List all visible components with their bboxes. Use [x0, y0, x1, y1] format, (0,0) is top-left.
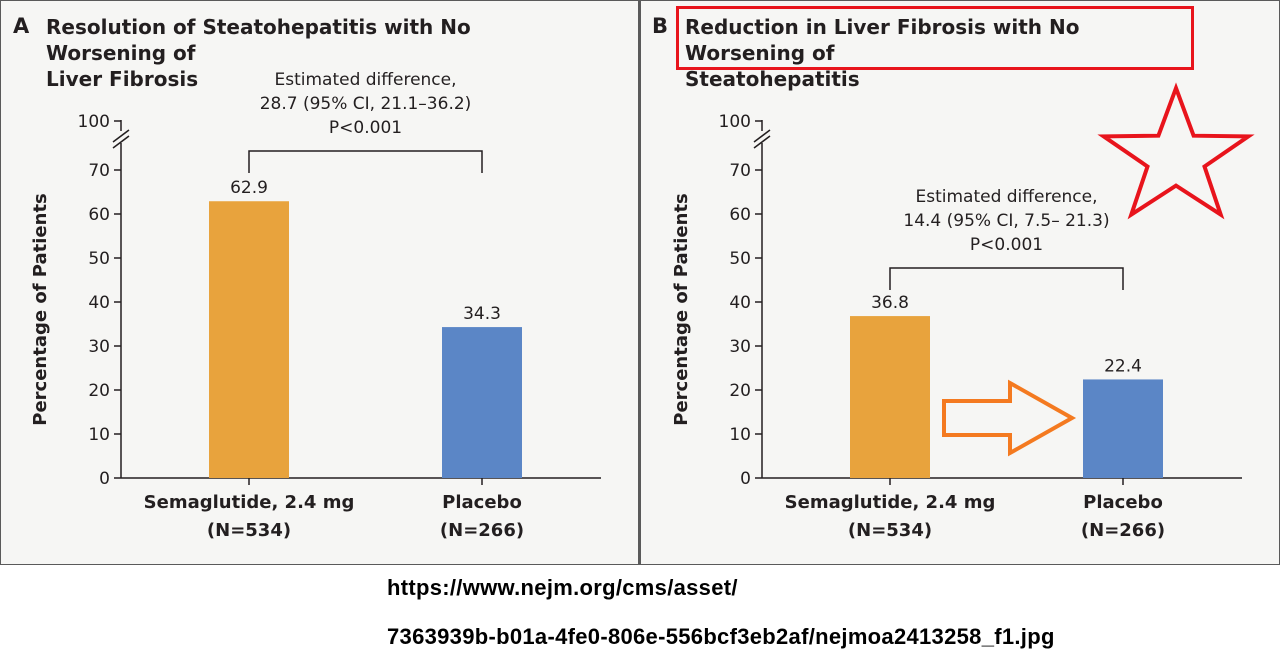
panel-divider	[638, 0, 641, 565]
panel-b-bar-placebo	[1083, 379, 1163, 478]
panel-a-annotation-line-2: 28.7 (95% CI, 21.1–36.2)	[260, 94, 472, 114]
panel-a-axis-break-mark-2	[112, 135, 130, 149]
panel-b-ytick-label-70: 70	[729, 161, 751, 181]
panel-a-value-label-1: 34.3	[463, 304, 501, 324]
panel-b-title-line-2: Steatohepatitis	[685, 67, 860, 91]
panel-a-title-line-2: Liver Fibrosis	[46, 67, 199, 91]
panel-b-comparison-bracket	[889, 267, 1124, 290]
panel-b-ytick-label-50: 50	[729, 249, 751, 269]
panel-b-annotation-line-3: P<0.001	[970, 235, 1043, 255]
panel-b-value-label-1: 22.4	[1104, 356, 1142, 376]
panel-a-title: Resolution of Steatohepatitis with No Wo…	[46, 14, 586, 92]
panel-b-ytick-label-10: 10	[729, 425, 751, 445]
panel-a-category-label-1: Placebo	[442, 492, 522, 513]
panel-a-ytick-label-0: 0	[99, 469, 110, 489]
panel-b-bar-chart: Percentage of Patients 0 10 20 30 40 50 60 70 100…	[671, 82, 1255, 541]
panel-a: A Resolution of Steatohepatitis with No …	[1, 0, 637, 563]
panel-a-ytick-label-40: 40	[88, 293, 110, 313]
panel-a-bar-placebo	[442, 327, 522, 478]
panel-b-ytick-label-20: 20	[729, 381, 751, 401]
panel-a-annotation-line-1: Estimated difference,	[274, 70, 456, 90]
panel-b-annotation-line-1: Estimated difference,	[915, 187, 1097, 207]
panel-b-category-n-0: (N=534)	[848, 520, 932, 541]
panel-b-letter: B	[652, 14, 669, 38]
panel-b-ytick-label-100: 100	[719, 112, 751, 132]
panel-b-ytick-label-40: 40	[729, 293, 751, 313]
panel-a-bar-chart: Percentage of Patients 0 10 20 30 40 50 60 70 100…	[30, 70, 601, 541]
panel-a-ytick-label-30: 30	[88, 337, 110, 357]
panel-b: B Reduction in Liver Fibrosis with No Wo…	[642, 0, 1278, 563]
panel-b-annotation-line-2: 14.4 (95% CI, 7.5– 21.3)	[903, 211, 1109, 231]
panel-b-ylabel: Percentage of Patients	[671, 193, 692, 426]
panel-a-ytick-label-60: 60	[88, 205, 110, 225]
panel-a-category-n-0: (N=534)	[207, 520, 291, 541]
panel-b-axis-break-mark-2	[753, 135, 771, 149]
panel-a-category-n-1: (N=266)	[440, 520, 524, 541]
panel-a-bar-semaglutide	[209, 201, 289, 479]
panel-b-category-label-1: Placebo	[1083, 492, 1163, 513]
panel-b-axis-break-mark-1	[753, 129, 771, 143]
panel-b-value-label-0: 36.8	[871, 293, 909, 313]
source-url-line-1: https://www.nejm.org/cms/asset/	[387, 575, 738, 600]
panel-a-category-label-0: Semaglutide, 2.4 mg	[144, 492, 355, 513]
panel-a-comparison-bracket	[248, 150, 483, 173]
panel-a-annotation-line-3: P<0.001	[329, 118, 402, 138]
panel-a-title-line-1: Resolution of Steatohepatitis with No Wo…	[46, 15, 471, 65]
panel-b-ytick-label-30: 30	[729, 337, 751, 357]
panel-b-category-n-1: (N=266)	[1081, 520, 1165, 541]
panel-a-ytick-label-100: 100	[78, 112, 110, 132]
panel-b-bar-semaglutide	[850, 316, 930, 478]
panel-a-axis-break-mark-1	[112, 129, 130, 143]
panel-a-value-label-0: 62.9	[230, 178, 268, 198]
title-highlight-box	[676, 6, 1194, 70]
panel-b-title: Reduction in Liver Fibrosis with No Wors…	[685, 14, 1185, 92]
panel-a-letter: A	[13, 14, 30, 38]
panel-a-ytick-label-10: 10	[88, 425, 110, 445]
star-icon	[1097, 82, 1255, 220]
panel-b-title-line-1: Reduction in Liver Fibrosis with No Wors…	[685, 15, 1080, 65]
panel-b-ytick-label-60: 60	[729, 205, 751, 225]
source-url-line-2: 7363939b-b01a-4fe0-806e-556bcf3eb2af/nej…	[387, 624, 1055, 649]
panel-a-ytick-label-70: 70	[88, 161, 110, 181]
panel-a-ylabel: Percentage of Patients	[30, 193, 51, 426]
arrow-right-icon	[942, 379, 1077, 457]
panel-a-ytick-label-50: 50	[88, 249, 110, 269]
panel-a-ytick-label-20: 20	[88, 381, 110, 401]
panel-b-category-label-0: Semaglutide, 2.4 mg	[785, 492, 996, 513]
panel-b-ytick-label-0: 0	[740, 469, 751, 489]
